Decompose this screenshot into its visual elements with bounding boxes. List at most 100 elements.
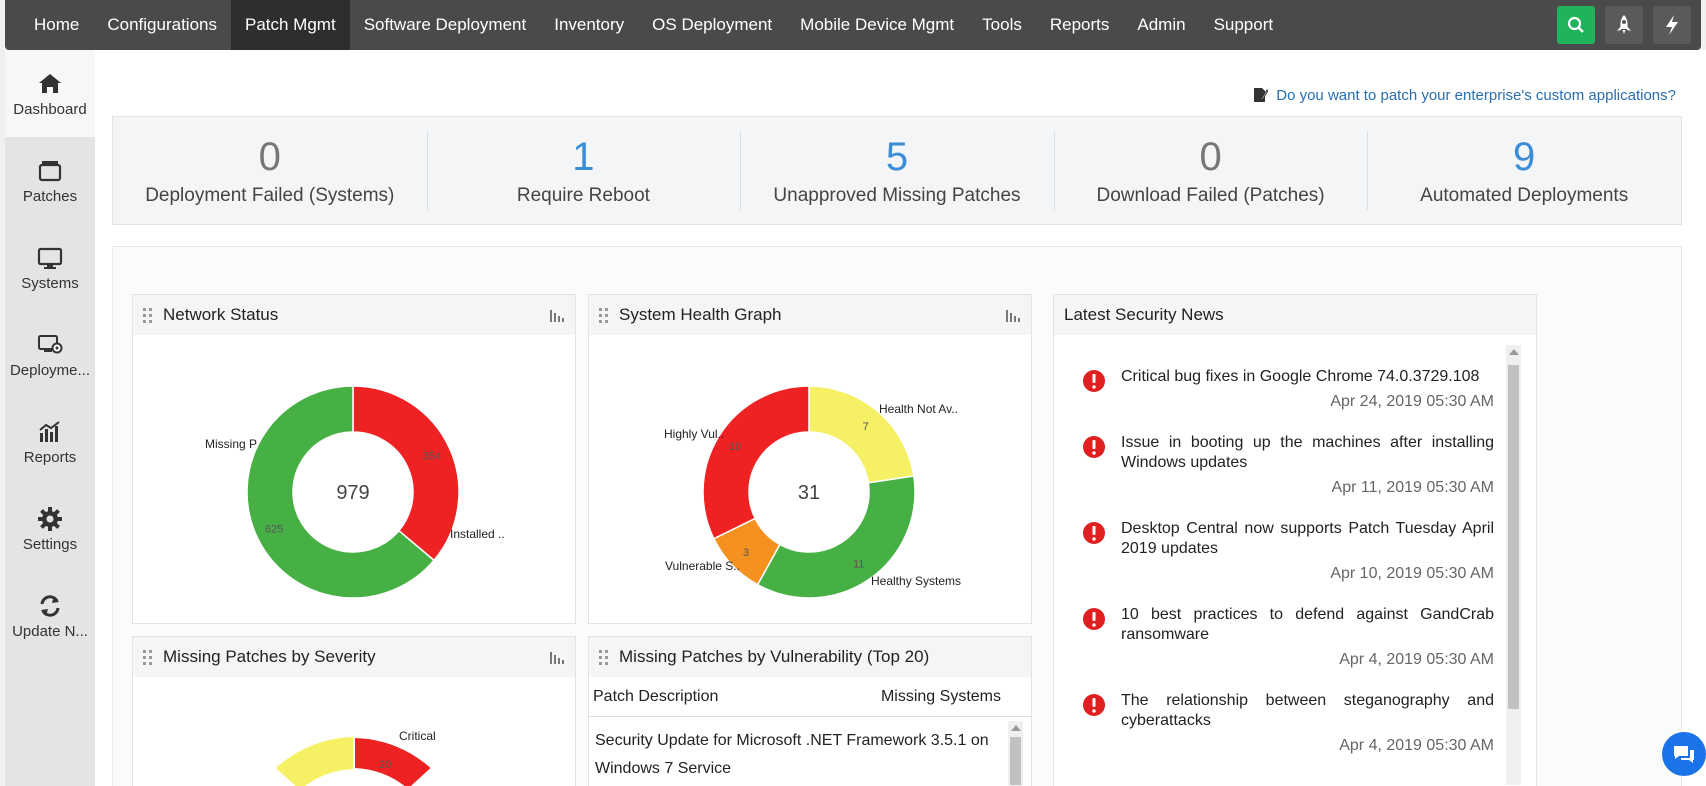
donut-slice[interactable] xyxy=(808,385,915,484)
stat-label: Automated Deployments xyxy=(1420,184,1629,206)
rocket-icon xyxy=(1617,15,1631,34)
stat-download-failed[interactable]: 0 Download Failed (Patches) xyxy=(1053,117,1368,224)
news-item[interactable]: 10 best practices to defend against Gand… xyxy=(1054,605,1504,669)
news-scrollbar[interactable] xyxy=(1506,345,1521,785)
news-title[interactable]: Critical bug fixes in Google Chrome 74.0… xyxy=(1121,368,1480,385)
alert-icon xyxy=(1083,436,1105,458)
lightning-icon xyxy=(1666,15,1678,35)
stat-value: 9 xyxy=(1513,134,1536,179)
sidebar-item-label: Settings xyxy=(22,535,78,553)
nav-item-mobile-device-mgmt[interactable]: Mobile Device Mgmt xyxy=(800,15,955,34)
slice-label: Installed .. xyxy=(450,527,505,541)
donut-slice[interactable] xyxy=(352,385,460,562)
alert-icon xyxy=(1083,522,1105,544)
stat-automated-deployments[interactable]: 9 Automated Deployments xyxy=(1367,117,1681,224)
nav-item-patch-mgmt[interactable]: Patch Mgmt xyxy=(230,0,350,50)
sidebar-item-label: Systems xyxy=(21,274,79,292)
severity-slice-other[interactable] xyxy=(276,737,354,786)
stat-label: Require Reboot xyxy=(516,184,650,206)
news-title[interactable]: The relationship between steganography a… xyxy=(1121,692,1494,729)
nav-item-software-deployment[interactable]: Software Deployment xyxy=(363,15,527,34)
table-header: Patch Description Missing Systems xyxy=(589,677,1031,717)
system-health-widget: System Health Graph 7 Health Not Av.. 11 He… xyxy=(588,294,1032,624)
column-header-description[interactable]: Patch Description xyxy=(593,687,719,705)
nav-item-admin[interactable]: Admin xyxy=(1137,15,1186,34)
nav-menu: Home Configurations Patch Mgmt Software Dep… xyxy=(5,0,1287,50)
slice-value: 625 xyxy=(265,524,283,536)
network-status-chart: 354 Missing P.. 625 Installed .. 979 xyxy=(205,385,505,599)
nav-item-home[interactable]: Home xyxy=(34,15,80,34)
stat-label: Deployment Failed (Systems) xyxy=(145,184,395,206)
patches-icon xyxy=(38,160,62,181)
search-button[interactable] xyxy=(1557,6,1595,44)
sidebar-item-settings[interactable]: Settings xyxy=(5,485,95,572)
stat-unapproved-missing[interactable]: 5 Unapproved Missing Patches xyxy=(740,117,1054,224)
drag-handle-icon[interactable] xyxy=(143,306,153,324)
refresh-icon xyxy=(40,594,60,617)
vulnerability-widget: Missing Patches by Vulnerability (Top 20… xyxy=(588,636,1032,786)
donut-slice[interactable] xyxy=(246,385,436,599)
severity-slice-critical[interactable] xyxy=(353,735,434,786)
sidebar-item-update[interactable]: Update N... xyxy=(5,572,95,659)
main-content: Do you want to patch your enterprise's c… xyxy=(95,50,1706,786)
news-date: Apr 4, 2019 05:30 AM xyxy=(1339,651,1494,668)
widget-title: Latest Security News xyxy=(1064,305,1224,324)
chat-icon xyxy=(1674,746,1694,763)
sidebar-item-systems[interactable]: Systems xyxy=(5,224,95,311)
bar-chart-icon[interactable] xyxy=(549,308,565,322)
sidebar-item-label: Dashboard xyxy=(13,100,87,118)
table-row[interactable]: Security Update for Microsoft .NET Frame… xyxy=(595,732,989,777)
scroll-up-icon[interactable] xyxy=(1011,725,1021,731)
stat-require-reboot[interactable]: 1 Require Reboot xyxy=(426,117,741,224)
news-date: Apr 10, 2019 05:30 AM xyxy=(1330,565,1494,582)
widget-title: Missing Patches by Vulnerability (Top 20… xyxy=(619,647,930,666)
rocket-button[interactable] xyxy=(1605,6,1643,44)
sidebar-item-reports[interactable]: Reports xyxy=(5,398,95,485)
scroll-thumb[interactable] xyxy=(1010,737,1021,785)
table-scrollbar[interactable] xyxy=(1008,721,1023,786)
stat-deployment-failed[interactable]: 0 Deployment Failed (Systems) xyxy=(113,117,427,224)
sidebar-item-label: Update N... xyxy=(12,622,88,640)
sidebar-item-dashboard[interactable]: Dashboard xyxy=(5,50,95,137)
news-item[interactable]: Issue in booting up the machines after i… xyxy=(1054,433,1504,497)
dashboard-widgets: Network Status 354 Missing P.. 625 Installe… xyxy=(112,246,1682,786)
drag-handle-icon[interactable] xyxy=(599,306,609,324)
drag-handle-icon[interactable] xyxy=(599,648,609,666)
severity-value-critical: 20 xyxy=(379,759,391,771)
bar-chart-icon[interactable] xyxy=(1005,308,1021,322)
bar-chart-icon[interactable] xyxy=(549,650,565,664)
scroll-thumb[interactable] xyxy=(1508,365,1519,709)
stat-value: 0 xyxy=(258,134,281,179)
custom-apps-link[interactable]: Do you want to patch your enterprise's c… xyxy=(1252,86,1676,104)
scroll-up-icon[interactable] xyxy=(1509,349,1519,355)
news-title[interactable]: Issue in booting up the machines after i… xyxy=(1121,434,1494,471)
lightning-button[interactable] xyxy=(1653,6,1691,44)
drag-handle-icon[interactable] xyxy=(143,648,153,666)
nav-item-inventory[interactable]: Inventory xyxy=(554,15,625,34)
nav-item-os-deployment[interactable]: OS Deployment xyxy=(652,15,773,34)
donut-slice[interactable] xyxy=(702,385,810,540)
sidebar-item-deployment[interactable]: Deployme... xyxy=(5,311,95,398)
news-item[interactable]: Desktop Central now supports Patch Tuesd… xyxy=(1054,519,1504,583)
nav-item-reports[interactable]: Reports xyxy=(1049,15,1110,34)
news-title[interactable]: 10 best practices to defend against Gand… xyxy=(1121,606,1494,643)
severity-chart: Critical 20 xyxy=(276,729,436,786)
donut-slice[interactable] xyxy=(756,475,916,599)
nav-item-support[interactable]: Support xyxy=(1213,15,1274,34)
sidebar-item-label: Deployme... xyxy=(9,361,91,379)
donut-center-total: 31 xyxy=(798,482,820,504)
sidebar-item-patches[interactable]: Patches xyxy=(5,137,95,224)
nav-item-configurations[interactable]: Configurations xyxy=(107,15,217,34)
news-item[interactable]: Critical bug fixes in Google Chrome 74.0… xyxy=(1054,367,1504,411)
search-icon xyxy=(1567,16,1584,33)
severity-widget: Missing Patches by Severity Critical 20 xyxy=(132,636,576,786)
news-title[interactable]: Desktop Central now supports Patch Tuesd… xyxy=(1121,520,1494,557)
news-item[interactable]: The relationship between steganography a… xyxy=(1054,691,1504,755)
chat-button[interactable] xyxy=(1662,732,1706,776)
slice-label: Health Not Av.. xyxy=(879,402,958,416)
column-header-missing[interactable]: Missing Systems xyxy=(880,687,1001,705)
nav-item-tools[interactable]: Tools xyxy=(982,15,1022,34)
summary-stats: 0 Deployment Failed (Systems) 1 Require … xyxy=(112,116,1682,225)
home-icon xyxy=(39,73,61,93)
reports-icon xyxy=(39,420,60,442)
